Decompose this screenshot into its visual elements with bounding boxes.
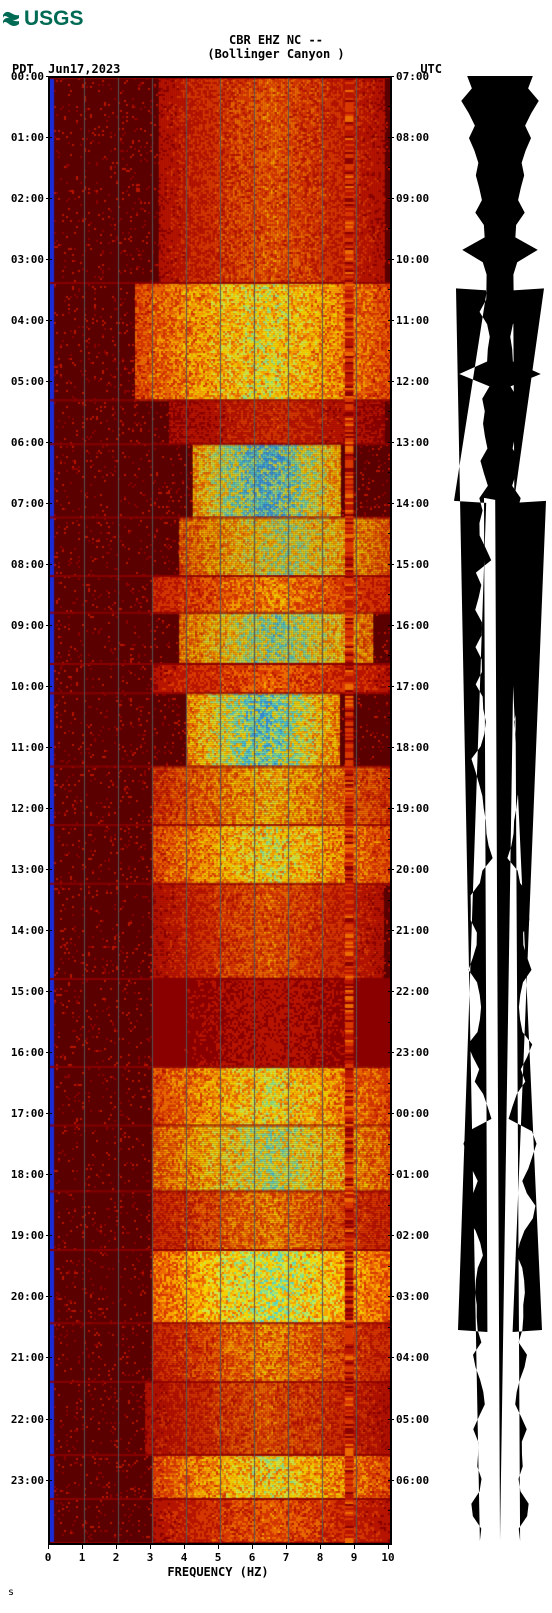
- right-time-label: 21:00: [396, 924, 429, 937]
- left-time-label: 13:00: [0, 863, 44, 876]
- left-time-label: 20:00: [0, 1290, 44, 1303]
- plot-date: Jun17,2023: [48, 62, 120, 76]
- station-name: (Bollinger Canyon ): [0, 48, 552, 62]
- left-time-label: 22:00: [0, 1413, 44, 1426]
- right-time-label: 07:00: [396, 70, 429, 83]
- left-time-label: 09:00: [0, 619, 44, 632]
- right-time-label: 01:00: [396, 1168, 429, 1181]
- left-time-label: 11:00: [0, 741, 44, 754]
- right-time-label: 06:00: [396, 1474, 429, 1487]
- left-time-label: 07:00: [0, 497, 44, 510]
- right-time-label: 18:00: [396, 741, 429, 754]
- right-time-label: 14:00: [396, 497, 429, 510]
- right-time-label: 11:00: [396, 314, 429, 327]
- plot-title: CBR EHZ NC -- (Bollinger Canyon ): [0, 34, 552, 62]
- usgs-logo: USGS: [0, 0, 552, 34]
- x-tick-label: 10: [381, 1551, 394, 1564]
- left-time-label: 21:00: [0, 1351, 44, 1364]
- left-time-label: 12:00: [0, 802, 44, 815]
- left-time-label: 23:00: [0, 1474, 44, 1487]
- left-time-label: 06:00: [0, 436, 44, 449]
- right-time-label: 10:00: [396, 253, 429, 266]
- left-time-label: 04:00: [0, 314, 44, 327]
- right-time-label: 16:00: [396, 619, 429, 632]
- right-time-label: 15:00: [396, 558, 429, 571]
- right-time-label: 22:00: [396, 985, 429, 998]
- waveform-trace: [452, 76, 548, 1541]
- right-time-label: 04:00: [396, 1351, 429, 1364]
- x-axis-title: FREQUENCY (HZ): [48, 1565, 388, 1579]
- right-time-label: 19:00: [396, 802, 429, 815]
- x-tick-label: 9: [351, 1551, 358, 1564]
- left-time-label: 17:00: [0, 1107, 44, 1120]
- left-time-label: 16:00: [0, 1046, 44, 1059]
- left-time-label: 00:00: [0, 70, 44, 83]
- station-code: CBR EHZ NC --: [0, 34, 552, 48]
- right-time-label: 20:00: [396, 863, 429, 876]
- x-tick-label: 3: [147, 1551, 154, 1564]
- right-time-label: 03:00: [396, 1290, 429, 1303]
- x-tick-label: 0: [45, 1551, 52, 1564]
- spectrogram: [48, 76, 392, 1545]
- x-tick-label: 8: [317, 1551, 324, 1564]
- right-time-label: 12:00: [396, 375, 429, 388]
- left-time-label: 01:00: [0, 131, 44, 144]
- left-time-label: 10:00: [0, 680, 44, 693]
- right-time-label: 13:00: [396, 436, 429, 449]
- right-time-label: 05:00: [396, 1413, 429, 1426]
- left-time-label: 18:00: [0, 1168, 44, 1181]
- timezone-row: PDT Jun17,2023 UTC: [0, 62, 552, 76]
- right-time-label: 02:00: [396, 1229, 429, 1242]
- x-tick-label: 6: [249, 1551, 256, 1564]
- right-time-label: 08:00: [396, 131, 429, 144]
- x-tick-label: 7: [283, 1551, 290, 1564]
- left-time-label: 14:00: [0, 924, 44, 937]
- footer-char: s: [8, 1587, 14, 1598]
- x-tick-label: 4: [181, 1551, 188, 1564]
- right-time-label: 23:00: [396, 1046, 429, 1059]
- plot-area: 00:00 07:00 01:00 08:00 02:00 09:00 03:00 10:00…: [0, 76, 552, 1601]
- left-time-label: 02:00: [0, 192, 44, 205]
- x-tick-label: 5: [215, 1551, 222, 1564]
- left-time-label: 05:00: [0, 375, 44, 388]
- right-time-label: 09:00: [396, 192, 429, 205]
- svg-text:USGS: USGS: [24, 7, 84, 30]
- left-time-label: 19:00: [0, 1229, 44, 1242]
- x-tick-label: 1: [79, 1551, 86, 1564]
- x-tick-label: 2: [113, 1551, 120, 1564]
- left-time-label: 15:00: [0, 985, 44, 998]
- left-time-label: 03:00: [0, 253, 44, 266]
- left-time-label: 08:00: [0, 558, 44, 571]
- right-time-label: 17:00: [396, 680, 429, 693]
- right-time-label: 00:00: [396, 1107, 429, 1120]
